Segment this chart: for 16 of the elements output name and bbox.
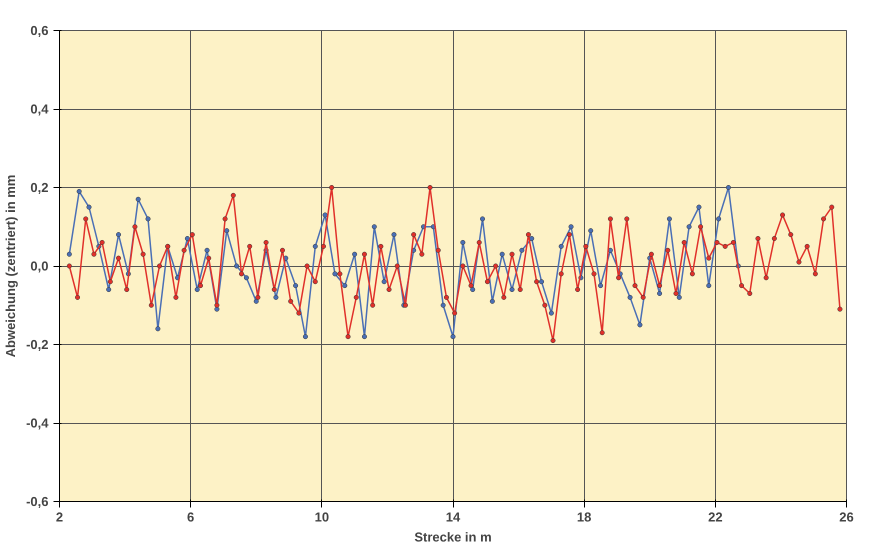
y-tick-label: -0,6 <box>26 494 49 509</box>
x-axis-title: Strecke in m <box>414 530 492 544</box>
x-tick-label: 22 <box>708 510 723 524</box>
y-tick-label: 0,4 <box>30 102 50 116</box>
y-tick-label: -0,4 <box>26 416 50 430</box>
x-tick-label: 10 <box>314 510 330 524</box>
y-tick-label: 0,0 <box>30 258 49 274</box>
y-axis-title: Abweichung (zentriert) in mm <box>3 174 18 358</box>
y-tick-label: 0,2 <box>30 180 49 195</box>
x-tick-label: 26 <box>839 510 854 524</box>
x-tick-label: 18 <box>576 510 592 524</box>
x-tick-label: 6 <box>187 510 194 524</box>
x-tick-label: 2 <box>56 510 64 524</box>
y-tick-label: -0,2 <box>26 337 49 352</box>
y-tick-label: 0,6 <box>30 23 49 38</box>
x-tick-label: 14 <box>446 510 461 524</box>
